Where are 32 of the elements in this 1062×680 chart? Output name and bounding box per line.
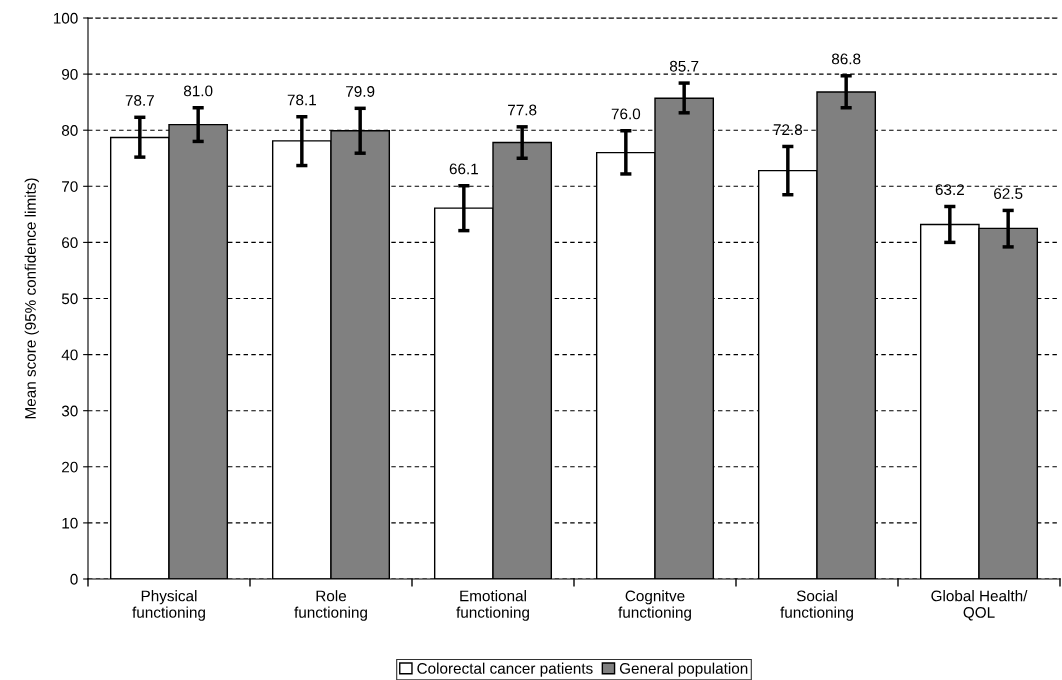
data-label: 79.9: [346, 86, 375, 97]
data-label: 85.7: [669, 60, 699, 72]
data-label: 78.1: [287, 94, 316, 106]
data-label: 66.1: [449, 163, 478, 175]
y-tick-label: 10: [62, 517, 78, 529]
x-tick-label: Cognitve functioning: [618, 590, 691, 621]
x-tick-label: Physical functioning: [132, 590, 205, 621]
data-label: 63.2: [935, 184, 964, 196]
y-tick-label: 70: [62, 181, 78, 192]
x-tick-label: Emotional functioning: [456, 590, 529, 621]
y-tick-label: 60: [62, 237, 78, 249]
y-tick-label: 40: [61, 349, 78, 361]
y-tick-label: 30: [61, 405, 78, 417]
x-tick-label: Global Health/ QOL: [931, 590, 1028, 621]
data-label: 62.5: [994, 188, 1023, 199]
legend-label: General population: [619, 662, 748, 677]
y-tick-label: 20: [62, 461, 78, 473]
y-tick-label: 90: [62, 68, 78, 80]
data-label: 81.0: [183, 85, 213, 97]
y-axis-title: Mean score (95% confidence limits): [24, 178, 39, 419]
y-tick-label: 80: [61, 125, 78, 136]
legend-label: Colorectal cancer patients: [417, 662, 593, 677]
data-label: 77.8: [508, 104, 537, 116]
y-tick-label: 0: [70, 573, 78, 585]
x-tick-label: Role functioning: [294, 590, 367, 621]
x-tick-label: Social functioning: [780, 590, 853, 621]
data-label: 78.7: [125, 95, 154, 106]
data-label: 72.8: [773, 124, 803, 136]
y-tick-label: 100: [53, 12, 78, 24]
data-label: 76.0: [611, 108, 641, 120]
data-label: 86.8: [831, 53, 861, 65]
y-tick-label: 50: [61, 293, 78, 305]
